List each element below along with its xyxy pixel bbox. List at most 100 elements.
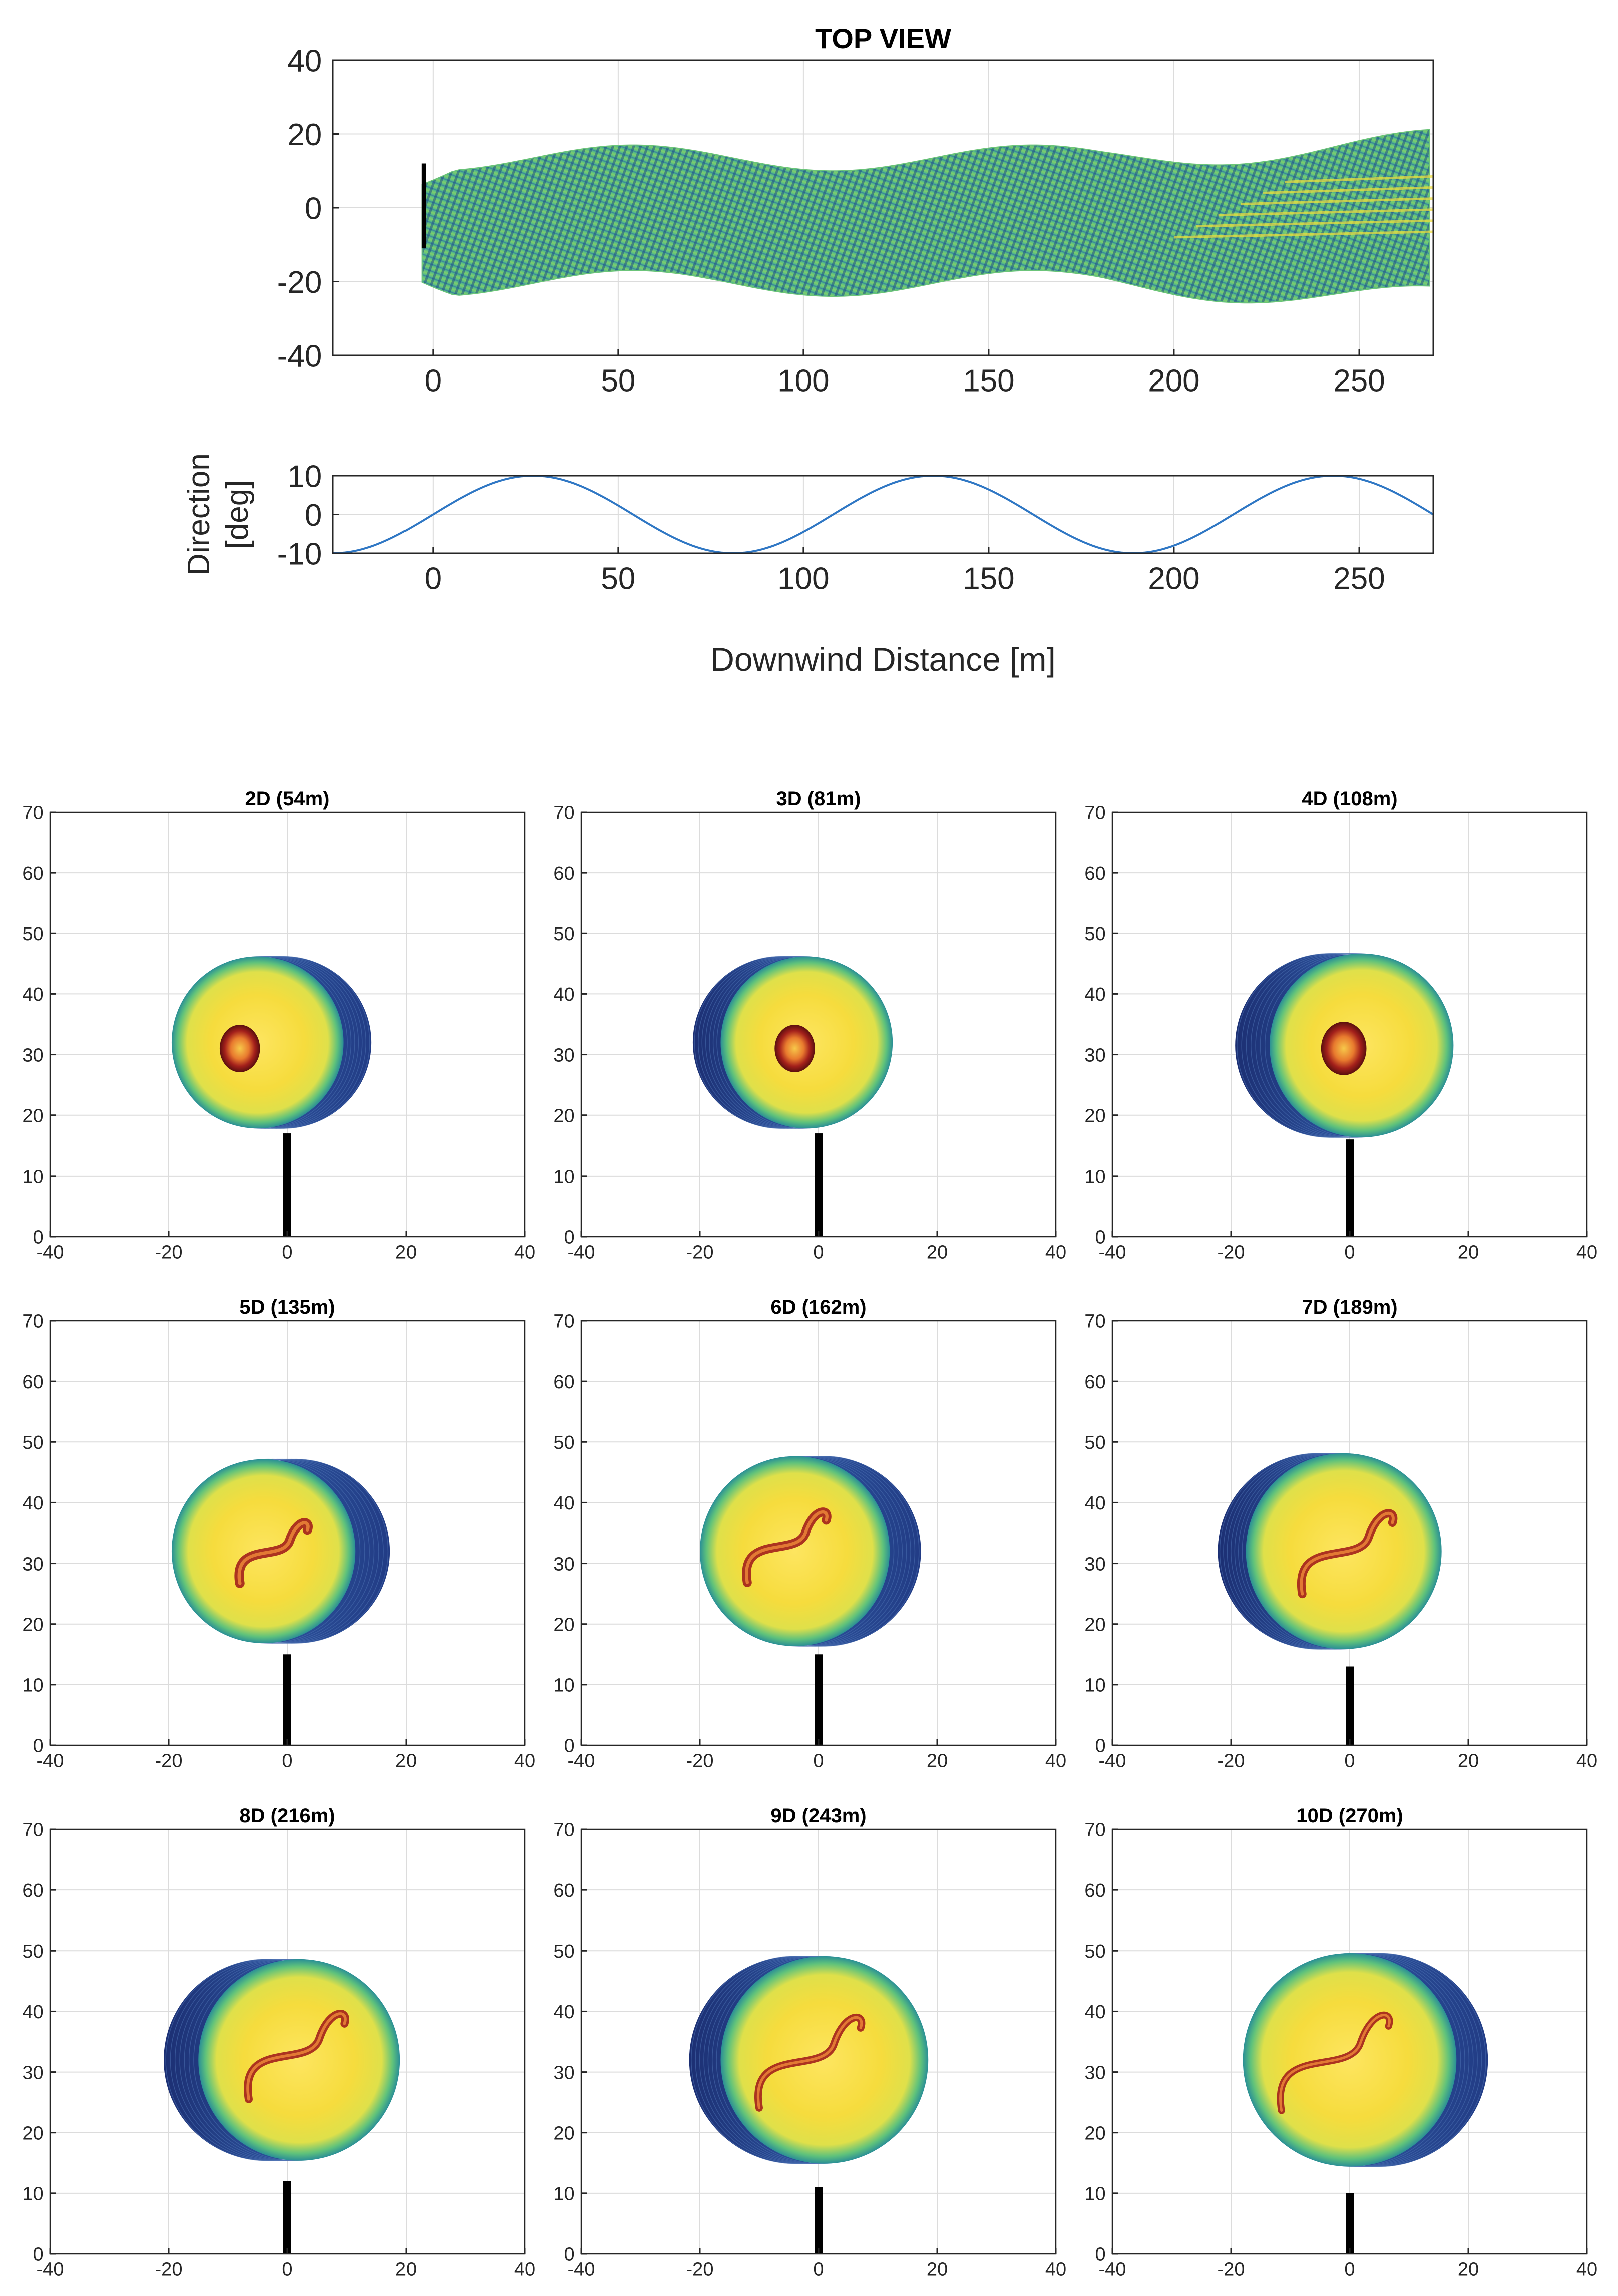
panel-xtick-label: -20 [1218, 1242, 1245, 1263]
panel-xtick-label: 0 [813, 1751, 824, 1772]
direction-ylabel-line1: Direction [182, 453, 216, 576]
panel-ticks: -40 -20 0 20 40 0 10 20 30 40 50 60 70 [22, 803, 535, 1263]
panel-ytick-label: 50 [553, 1432, 574, 1453]
panel-plot [1218, 1453, 1442, 1745]
panel-ytick-label: 10 [553, 1167, 574, 1188]
panel-ytick-label: 60 [22, 863, 43, 884]
panel-frame [49, 1320, 526, 1746]
tower [815, 1133, 823, 1237]
panel-8d: -40 -20 0 20 40 0 10 20 30 40 50 60 70 8D (216m) [22, 1805, 535, 2280]
panel-ytick-label: 20 [1084, 1105, 1105, 1126]
direction-ylabel-line2: [deg] [220, 480, 255, 549]
panel-xtick-label: 20 [1458, 2259, 1479, 2280]
panel-frame [49, 1828, 526, 2255]
panel-ytick-label: 50 [22, 1941, 43, 1962]
panel-xtick-label: 0 [1344, 2259, 1355, 2280]
panel-xtick-label: -40 [568, 1751, 595, 1772]
panel-xtick-label: 40 [1045, 2259, 1066, 2280]
wake-core-highlight [745, 1510, 829, 1585]
wake-core-highlight [756, 2016, 863, 2109]
panel-plot [171, 1458, 390, 1745]
panel-ytick-label: 50 [553, 1941, 574, 1962]
top-view-xtick-label: 250 [1333, 363, 1385, 398]
panel-xtick-label: 20 [927, 2259, 948, 2280]
panel-xtick-label: -20 [1218, 1751, 1245, 1772]
panel-xtick-label: 40 [1576, 1242, 1597, 1263]
top-view-title: TOP VIEW [815, 23, 951, 54]
panel-ytick-label: 20 [553, 2123, 574, 2144]
panel-ytick-label: 0 [1095, 1736, 1106, 1757]
panel-xtick-label: -40 [37, 1751, 64, 1772]
panel-ytick-label: 20 [22, 1105, 43, 1126]
panel-ytick-label: 50 [1084, 1432, 1105, 1453]
panel-xtick-label: 0 [1344, 1242, 1355, 1263]
panel-ytick-label: 20 [1084, 1614, 1105, 1635]
panel-ytick-label: 70 [22, 1820, 43, 1841]
panel-xtick-label: -20 [155, 1242, 183, 1263]
panel-xtick-label: -20 [1218, 2259, 1245, 2280]
panel-ytick-label: 10 [1084, 1675, 1105, 1696]
wake-band [421, 129, 1430, 304]
panel-ytick-label: 70 [1084, 803, 1105, 824]
panel-ytick-label: 20 [22, 1614, 43, 1635]
top-view-ytick-label: 0 [305, 191, 322, 226]
panel-ytick-label: 40 [1084, 1493, 1105, 1514]
panel-plot [1235, 953, 1454, 1237]
panel-9d: -40 -20 0 20 40 0 10 20 30 40 50 60 70 9D (243m) [553, 1805, 1066, 2280]
panel-xtick-label: -40 [1099, 1751, 1126, 1772]
panel-ytick-label: 20 [22, 2123, 43, 2144]
panel-xtick-label: 40 [514, 2259, 535, 2280]
panel-plot [1243, 1953, 1488, 2254]
direction-xtick-label: 200 [1148, 561, 1199, 596]
top-view-xtick-label: 150 [963, 363, 1014, 398]
panel-ytick-label: 30 [553, 1045, 574, 1066]
panel-ytick-label: 60 [22, 1372, 43, 1393]
panel-xtick-label: 0 [813, 1242, 824, 1263]
panel-xtick-label: -40 [1099, 1242, 1126, 1263]
tower [283, 2181, 291, 2254]
top-view-xtick-label: 200 [1148, 363, 1199, 398]
panel-xtick-label: 20 [395, 1242, 417, 1263]
panel-ticks: -40 -20 0 20 40 0 10 20 30 40 50 60 70 [553, 803, 1066, 1263]
panel-xtick-label: -20 [155, 1751, 183, 1772]
panel-xtick-label: -20 [686, 2259, 714, 2280]
panel-5d: -40 -20 0 20 40 0 10 20 30 40 50 60 70 5D (135m) [22, 1296, 535, 1772]
panel-ytick-label: 20 [553, 1105, 574, 1126]
panel-ytick-label: 70 [1084, 1311, 1105, 1332]
panel-ticks: -40 -20 0 20 40 0 10 20 30 40 50 60 70 [22, 1820, 535, 2280]
direction-xtick-label: 250 [1333, 561, 1385, 596]
panel-4d: -40 -20 0 20 40 0 10 20 30 40 50 60 70 4D (108m) [1084, 788, 1597, 1263]
panel-xtick-label: 20 [927, 1751, 948, 1772]
top-view-ytick-label: 20 [287, 118, 322, 152]
tower [1346, 2193, 1354, 2254]
panel-ytick-label: 10 [22, 2184, 43, 2205]
wake-core-highlight [237, 1521, 310, 1585]
panel-ytick-label: 0 [564, 1736, 575, 1757]
wake-disk [700, 1456, 890, 1646]
top-view-xtick-label: 100 [777, 363, 829, 398]
panel-title: 4D (108m) [1302, 788, 1397, 810]
top-view-ticks: 0 50 100 150 200 250 -40 -20 0 20 40 [277, 44, 1385, 398]
panel-ytick-label: 0 [33, 1736, 44, 1757]
panel-ytick-label: 70 [553, 1820, 574, 1841]
top-view-ytick-label: -40 [277, 339, 322, 373]
panel-ytick-label: 30 [553, 1554, 574, 1575]
panel-xtick-label: 40 [514, 1242, 535, 1263]
top-view-chart: TOP VIEW 0 50 100 150 200 250 -40 -20 0 20 40 [277, 23, 1434, 398]
panel-xtick-label: 20 [927, 1242, 948, 1263]
direction-ticks: 0 50 100 150 200 250 -10 0 10 [277, 459, 1385, 596]
panel-6d: -40 -20 0 20 40 0 10 20 30 40 50 60 70 6D (162m) [553, 1296, 1066, 1772]
direction-xlabel: Downwind Distance [m] [710, 641, 1056, 678]
panel-xtick-label: -20 [686, 1751, 714, 1772]
panel-ticks: -40 -20 0 20 40 0 10 20 30 40 50 60 70 [553, 1820, 1066, 2280]
panel-xtick-label: -40 [37, 2259, 64, 2280]
top-view-plot [421, 129, 1434, 304]
wake-streak [1173, 230, 1434, 239]
panel-xtick-label: 20 [395, 2259, 417, 2280]
panel-ytick-label: 30 [1084, 2062, 1105, 2083]
panel-ytick-label: 0 [564, 1227, 575, 1248]
direction-chart: 0 50 100 150 200 250 -10 0 10 Direction [deg] Do… [182, 453, 1434, 678]
panel-xtick-label: 20 [1458, 1751, 1479, 1772]
panel-ytick-label: 50 [1084, 924, 1105, 945]
wake-core-highlight [1300, 1511, 1395, 1596]
